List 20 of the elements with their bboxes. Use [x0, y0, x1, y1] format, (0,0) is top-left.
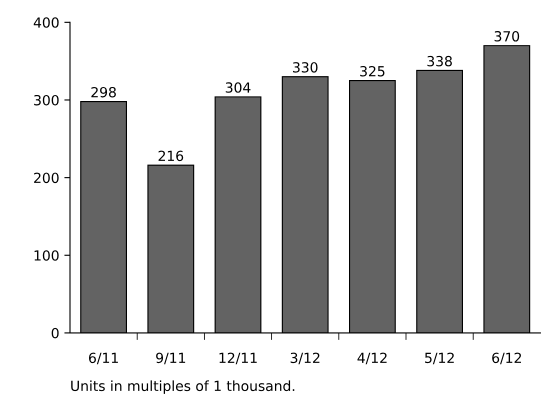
- y-tick-label: 0: [52, 328, 59, 338]
- data-label: 216: [158, 150, 184, 162]
- y-tick-label: 200: [34, 172, 59, 184]
- x-tick-label: 6/11: [88, 352, 118, 364]
- x-tick-label: 3/12: [290, 352, 320, 364]
- data-label: 298: [91, 86, 116, 98]
- x-tick-label: 4/12: [357, 352, 387, 364]
- x-tick-label: 6/12: [492, 352, 522, 364]
- y-tick-label: 300: [34, 94, 59, 106]
- x-tick-label: 12/11: [220, 352, 257, 364]
- data-label: 304: [226, 82, 250, 93]
- data-label: 325: [360, 66, 384, 76]
- text: Units in multiples of 1 thousand.: [71, 380, 294, 394]
- y-tick-label: 400: [34, 17, 59, 28]
- data-label: 330: [293, 62, 318, 73]
- y-tick-label: 100: [34, 250, 59, 261]
- data-label: 338: [427, 56, 452, 66]
- data-label: 370: [494, 31, 520, 42]
- x-tick-label: 9/11: [156, 352, 186, 364]
- x-tick-label: 5/12: [425, 352, 454, 364]
